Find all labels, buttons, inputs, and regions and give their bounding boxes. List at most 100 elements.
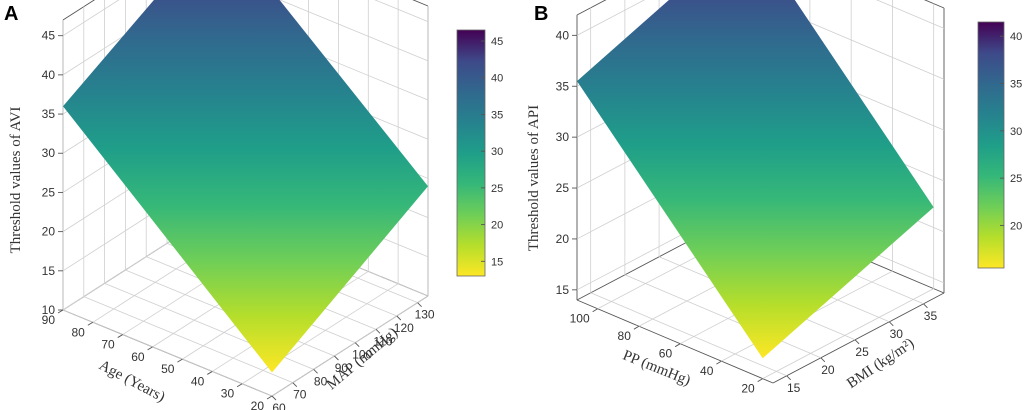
panel-a-y-tick-label: 90 <box>335 361 349 375</box>
panel-a-y-tick-mark <box>334 355 339 361</box>
panel-b-letter: B <box>534 3 548 25</box>
panel-a-colorbar-tick-label: 20 <box>491 220 503 232</box>
panel-a-y-tick-mark <box>313 369 318 374</box>
panel-b-colorbar-tick-label: 20 <box>1010 220 1022 232</box>
panel-a-x-tick-label: 70 <box>101 338 115 352</box>
panel-a-edge <box>62 0 96 21</box>
panel-b-x-tick-mark <box>592 308 598 313</box>
panel-b-colorbar-tick-label: 40 <box>1010 31 1022 43</box>
panel-a-grid-y <box>62 309 273 397</box>
panel-a-z-tick-label: 20 <box>42 225 56 239</box>
panel-b-x-tick-label: 80 <box>618 329 632 343</box>
panel-a-x-tick-mark <box>266 395 273 400</box>
panel-a-map-axis-title: MAP (mmHg) <box>324 325 401 393</box>
panel-a-y-tick-mark <box>375 329 381 334</box>
panel-a-z-tick-label: 45 <box>42 29 56 43</box>
panel-a-colorbar-tick-label: 35 <box>491 109 503 121</box>
panel-b-y-tick-mark <box>888 321 894 327</box>
panel-b-y-tick-label: 35 <box>924 309 938 323</box>
panel-a-z-tick-label: 35 <box>42 107 56 121</box>
panel-a-surface <box>63 0 428 373</box>
panel-a-colorbar-tick-label: 30 <box>491 146 503 158</box>
panel-a-x-tick-mark <box>177 358 183 363</box>
panel-b-colorbar <box>977 21 1005 269</box>
panel-b-z-ticks: 15 20 25 30 35 40 <box>556 28 577 297</box>
panel-a-x-tick-mark <box>207 371 213 375</box>
panel-a-colorbar-tick-label: 45 <box>491 36 503 48</box>
panel-b-y-tick-label: 15 <box>787 381 801 395</box>
panel-a-age-ticks: 90 80 70 60 50 40 30 20 <box>42 309 273 410</box>
panel-a-colorbar-tick-label: 25 <box>491 183 503 195</box>
panel-a-x-tick-mark <box>236 383 243 388</box>
panel-b-x-tick-mark <box>757 378 763 383</box>
panel-b-x-tick-mark <box>633 325 640 330</box>
panel-b-colorbar-tick-label: 30 <box>1010 126 1022 138</box>
panel-b-y-tick-mark <box>854 339 860 345</box>
panel-a-y-tick-label: 100 <box>352 348 372 362</box>
panel-b-y-tick-label: 20 <box>821 363 835 377</box>
panel-b-bmi-ticks: 15 20 25 30 35 <box>786 303 938 395</box>
panel-a-grid-x <box>271 295 429 397</box>
panel-b-colorbar-tick-label: 25 <box>1010 173 1022 185</box>
panel-b: B 15 20 25 30 35 40 100 80 60 40 20 15 20 25 30 35 Th… <box>526 0 1022 396</box>
panel-a-z-tick-label: 25 <box>42 185 56 199</box>
panel-b-x-tick-mark <box>674 343 681 348</box>
panel-a-grid-z <box>62 0 120 37</box>
panel-a-colorbar <box>456 29 486 277</box>
panel-a-grid-z <box>279 0 429 62</box>
panel-a-y-tick-label: 130 <box>415 308 435 322</box>
panel-a-z-tick-label: 10 <box>42 303 56 317</box>
panel-b-y-tick-mark <box>786 375 791 381</box>
panel-a-x-tick-label: 50 <box>161 362 175 376</box>
panel-b-surface <box>577 0 934 359</box>
panel-a-x-tick-mark <box>57 309 64 314</box>
panel-a: A 10 15 20 25 30 35 40 45 90 80 70 60 50 40 30 20 60 70… <box>4 0 503 410</box>
panel-a-colorbar-tick-label: 40 <box>491 73 503 85</box>
panel-b-grid-x <box>762 288 934 379</box>
panel-b-z-tick-label: 35 <box>556 79 570 93</box>
panel-a-x-tick-mark <box>87 321 94 326</box>
panel-b-x-tick-label: 60 <box>659 347 673 361</box>
panel-a-y-tick-mark <box>396 315 402 321</box>
panel-b-edge <box>772 292 945 384</box>
panel-a-x-tick-label: 20 <box>251 399 265 410</box>
panel-a-z-axis-title: Threshold values of AVI <box>8 107 24 254</box>
panel-a-y-tick-label: 70 <box>293 388 307 402</box>
panel-a-x-tick-label: 80 <box>71 325 85 339</box>
panel-a-colorbar-tick-label: 15 <box>491 256 503 268</box>
panel-a-y-tick-label: 110 <box>373 334 392 348</box>
panel-a-z-tick-label: 30 <box>42 146 56 160</box>
panel-b-z-tick-label: 30 <box>556 130 570 144</box>
panel-b-z-tick-label: 25 <box>556 181 570 195</box>
panel-b-x-tick-mark <box>716 360 722 365</box>
panel-a-age-axis-title: Age (Years) <box>96 357 167 405</box>
panel-b-grid-z <box>576 0 646 36</box>
panel-a-grid-y <box>83 296 293 384</box>
panel-b-z-axis-title: Threshold values of API <box>526 105 542 251</box>
panel-b-pp-axis-title: PP (mmHg) <box>620 347 692 389</box>
panel-a-y-tick-label: 120 <box>394 321 414 335</box>
panel-b-colorbar-ticks: 40 35 30 25 20 <box>1000 31 1022 232</box>
panel-b-grid-z <box>876 0 945 29</box>
panel-a-y-tick-mark <box>292 382 298 387</box>
panel-a-colorbar-ticks: 45 40 35 30 25 20 15 <box>481 36 503 268</box>
panel-b-y-tick-mark <box>820 357 826 363</box>
panel-b-y-tick-label: 25 <box>855 345 869 359</box>
panel-a-x-tick-label: 40 <box>191 374 205 388</box>
panel-a-z-ticks: 10 15 20 25 30 35 40 45 <box>42 29 63 317</box>
panel-b-z-tick-label: 40 <box>556 28 570 42</box>
panel-b-y-tick-label: 30 <box>890 327 904 341</box>
panel-a-z-tick-label: 40 <box>42 68 56 82</box>
panel-b-z-tick-label: 15 <box>556 283 570 297</box>
panel-b-edge <box>576 299 774 384</box>
panel-b-pp-ticks: 100 80 60 40 20 <box>570 308 763 396</box>
panel-a-x-tick-mark <box>147 346 153 351</box>
panel-a-y-tick-mark <box>354 342 360 347</box>
panel-a-z-tick-label: 15 <box>42 264 56 278</box>
panel-a-y-tick-mark <box>271 395 277 401</box>
panel-a-y-tick-mark <box>417 302 422 307</box>
panel-a-y-tick-label: 60 <box>272 401 286 410</box>
panel-a-y-tick-label: 80 <box>314 374 328 388</box>
